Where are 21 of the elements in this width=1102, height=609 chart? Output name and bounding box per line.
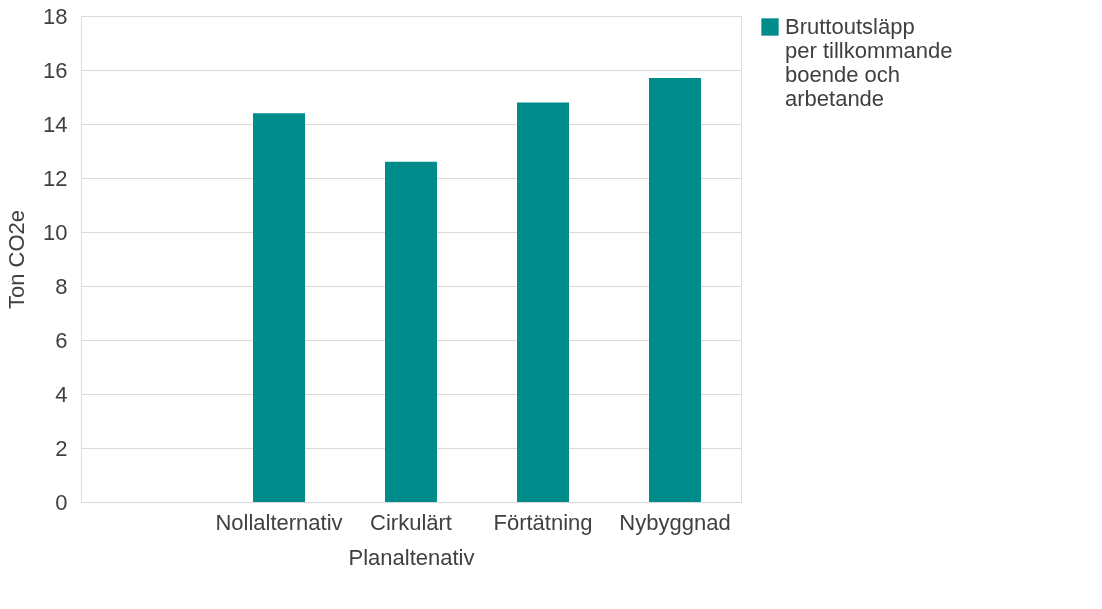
y-tick-label: 18 — [43, 3, 68, 29]
x-tick-label: Cirkulärt — [370, 509, 452, 535]
bar — [517, 102, 569, 502]
legend-label: Bruttoutsläpp per tillkommande boende och arbetande — [785, 14, 953, 111]
bar — [385, 161, 437, 502]
y-tick-label: 0 — [55, 489, 68, 515]
y-tick-label: 12 — [43, 165, 68, 191]
y-tick-label: 6 — [55, 327, 68, 353]
y-axis-title: Ton CO2e — [4, 209, 30, 310]
bar — [253, 113, 305, 502]
y-tick-label: 4 — [55, 381, 68, 407]
y-tick-label: 2 — [55, 435, 68, 461]
x-tick-label: Nybyggnad — [619, 509, 731, 535]
y-tick-label: 14 — [43, 111, 68, 137]
bar — [649, 78, 701, 502]
x-axis-title: Planaltenativ — [348, 544, 475, 570]
x-tick-label: Förtätning — [493, 509, 593, 535]
x-tick-label: Nollalternativ — [215, 509, 343, 535]
y-tick-label: 10 — [43, 219, 68, 245]
y-tick-label: 8 — [55, 273, 68, 299]
y-tick-label: 16 — [43, 57, 68, 83]
